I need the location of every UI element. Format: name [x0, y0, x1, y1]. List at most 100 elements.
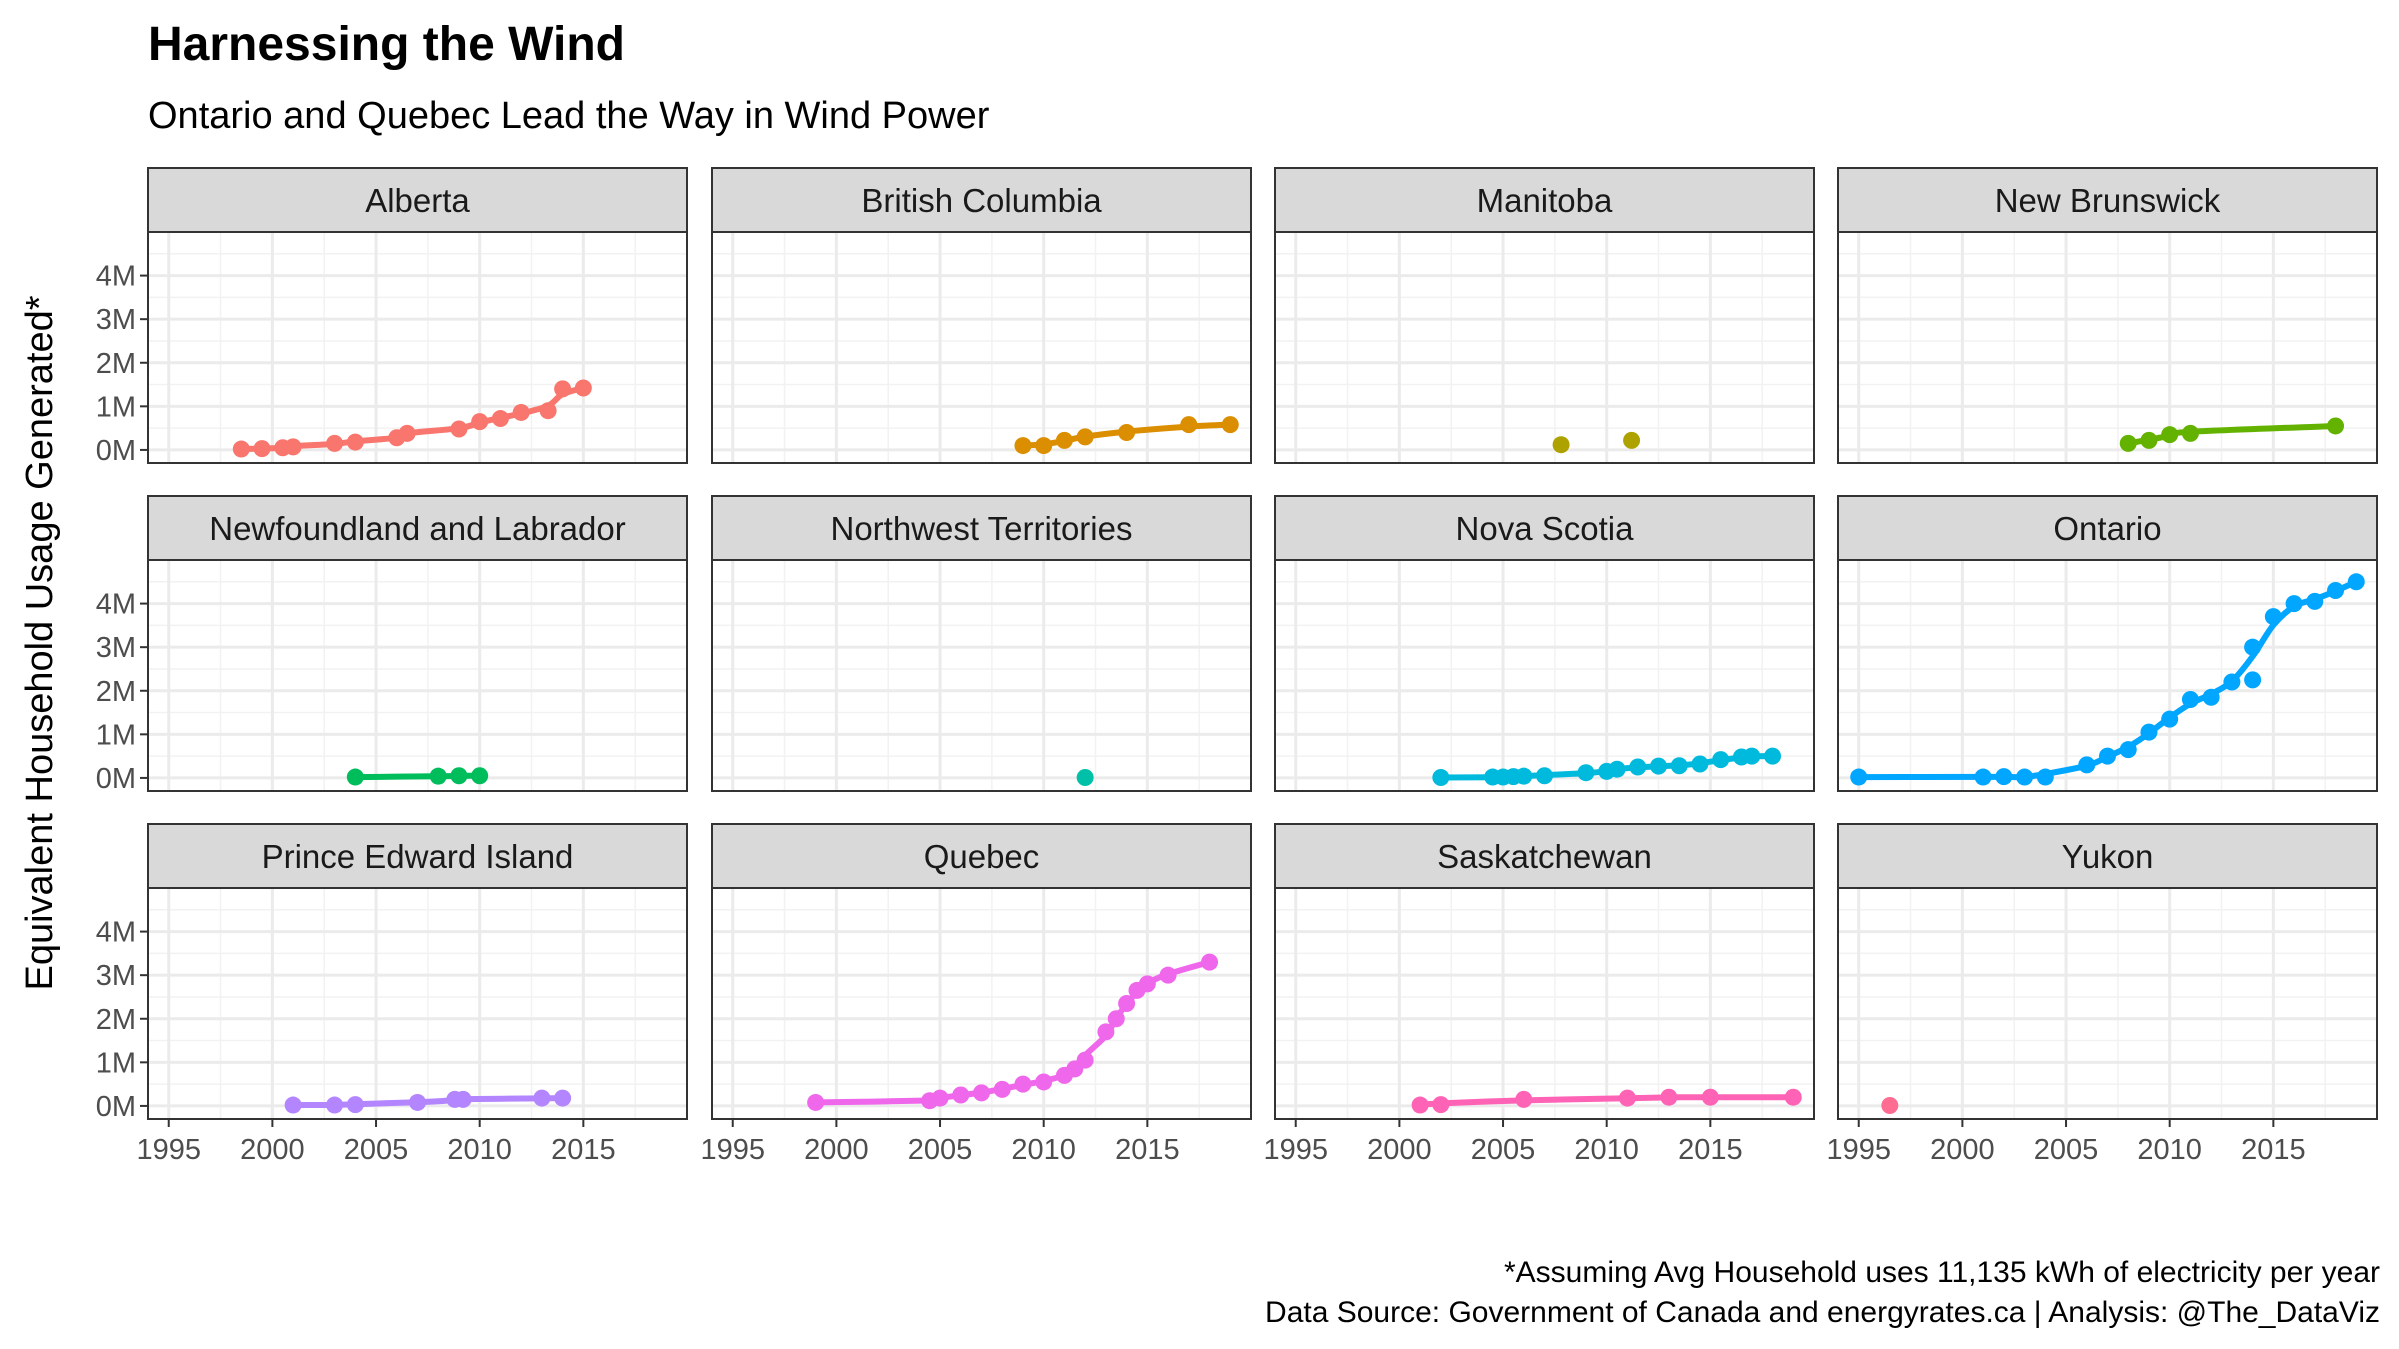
facet-strip-label: Northwest Territories	[831, 510, 1133, 547]
data-point	[253, 440, 271, 458]
x-tick-label: 2005	[344, 1134, 409, 1166]
y-tick-label: 3M	[96, 960, 136, 992]
x-tick-label: 2015	[1678, 1134, 1743, 1166]
data-point	[1076, 1051, 1094, 1069]
panel-border	[711, 231, 1252, 464]
data-point	[491, 410, 509, 428]
x-tick-label: 2000	[1930, 1134, 1995, 1166]
data-point	[1097, 1023, 1115, 1041]
panel-manitoba: Manitoba	[1274, 167, 1815, 464]
data-point	[1660, 1088, 1678, 1106]
x-tick-label: 2005	[1471, 1134, 1536, 1166]
y-tick-label: 0M	[96, 1091, 136, 1123]
data-point	[533, 1089, 551, 1107]
data-point	[2036, 768, 2054, 786]
data-point	[454, 1090, 472, 1108]
plot-background	[1838, 888, 2377, 1119]
y-tick-label: 1M	[96, 391, 136, 423]
data-point	[471, 767, 489, 785]
facet-strip	[1274, 823, 1815, 889]
data-point	[1577, 764, 1595, 782]
data-point	[2099, 747, 2116, 765]
data-point	[284, 1096, 302, 1114]
panel-border	[147, 231, 688, 464]
facet-strip-label: Quebec	[924, 838, 1040, 875]
data-point	[450, 767, 468, 785]
facet-strip-label: Manitoba	[1477, 182, 1613, 219]
facet-panels: Alberta 0M 1M 2M 3M 4M British Columbia Manitob…	[96, 167, 2378, 1166]
y-tick-label: 0M	[96, 435, 136, 467]
panel-yukon: Yukon 1995 2000 2005 2010 2015	[1826, 823, 2378, 1166]
data-point	[2327, 417, 2345, 435]
data-point	[1650, 757, 1668, 775]
y-tick-label: 1M	[96, 719, 136, 751]
data-point	[2347, 573, 2365, 591]
x-tick-label: 1995	[1826, 1134, 1891, 1166]
data-point	[1014, 1075, 1032, 1093]
panel-ontario: Ontario	[1837, 495, 2378, 792]
panel-border	[1274, 559, 1815, 792]
data-point	[1670, 757, 1688, 775]
data-point	[574, 379, 592, 397]
data-point	[1076, 768, 1094, 786]
y-tick-label: 4M	[96, 589, 136, 621]
data-point	[2016, 768, 2034, 786]
data-point	[1701, 1088, 1719, 1106]
facet-strip	[711, 823, 1252, 889]
data-point	[232, 440, 250, 458]
data-point	[1552, 436, 1570, 454]
x-tick-label: 2015	[2241, 1134, 2306, 1166]
x-tick-label: 2010	[1574, 1134, 1639, 1166]
x-tick-label: 2015	[1115, 1134, 1180, 1166]
plot-background	[712, 232, 1251, 463]
data-point	[346, 1096, 364, 1114]
facet-strip	[147, 495, 688, 561]
data-point	[2306, 592, 2324, 610]
data-point	[2140, 723, 2158, 741]
data-point	[993, 1080, 1011, 1098]
panel-border	[1274, 231, 1815, 464]
panel-border	[1274, 887, 1815, 1120]
data-point	[2244, 638, 2262, 656]
data-point	[1691, 755, 1709, 773]
plot-background	[1275, 888, 1814, 1119]
facet-strip	[147, 167, 688, 233]
data-point	[1995, 768, 2013, 786]
data-point	[2161, 710, 2179, 728]
x-tick-label: 2015	[551, 1134, 616, 1166]
caption-source: Data Source: Government of Canada and en…	[1265, 1296, 2380, 1329]
panel-saskatchewan: Saskatchewan 1995 2000 2005 2010 2015	[1263, 823, 1815, 1166]
chart-title: Harnessing the Wind	[148, 18, 625, 71]
data-point	[1107, 1010, 1125, 1028]
data-point	[2202, 688, 2220, 706]
plot-background	[148, 232, 687, 463]
data-point	[2119, 741, 2137, 759]
plot-background	[148, 888, 687, 1119]
x-tick-label: 1995	[1263, 1134, 1328, 1166]
data-point	[326, 1096, 344, 1114]
data-point	[2078, 756, 2096, 774]
panel-border	[711, 559, 1252, 792]
y-axis-title: Equivalent Household Usage Generated*	[19, 295, 61, 990]
data-point	[471, 413, 489, 431]
facet-strip-label: New Brunswick	[1995, 182, 2221, 219]
data-point	[1411, 1096, 1429, 1114]
facet-strip	[1274, 167, 1815, 233]
data-point	[1118, 423, 1136, 441]
data-point	[931, 1089, 949, 1107]
facet-strip-label: Ontario	[2053, 510, 2161, 547]
data-point	[952, 1086, 970, 1104]
data-point	[1974, 768, 1992, 786]
data-point	[1138, 975, 1156, 993]
data-point	[284, 438, 302, 456]
panel-newfoundland-and-labrador: Newfoundland and Labrador 0M 1M 2M 3M 4M	[96, 495, 688, 795]
data-point	[1629, 758, 1647, 776]
caption-footnote: *Assuming Avg Household uses 11,135 kWh …	[1504, 1256, 2380, 1289]
x-tick-label: 2005	[2034, 1134, 2099, 1166]
data-point	[1764, 747, 1782, 765]
panel-new-brunswick: New Brunswick	[1837, 167, 2378, 464]
facet-strip-label: Alberta	[365, 182, 470, 219]
panel-northwest-territories: Northwest Territories	[711, 495, 1252, 792]
data-point	[1618, 1089, 1636, 1107]
data-point	[2140, 431, 2158, 449]
